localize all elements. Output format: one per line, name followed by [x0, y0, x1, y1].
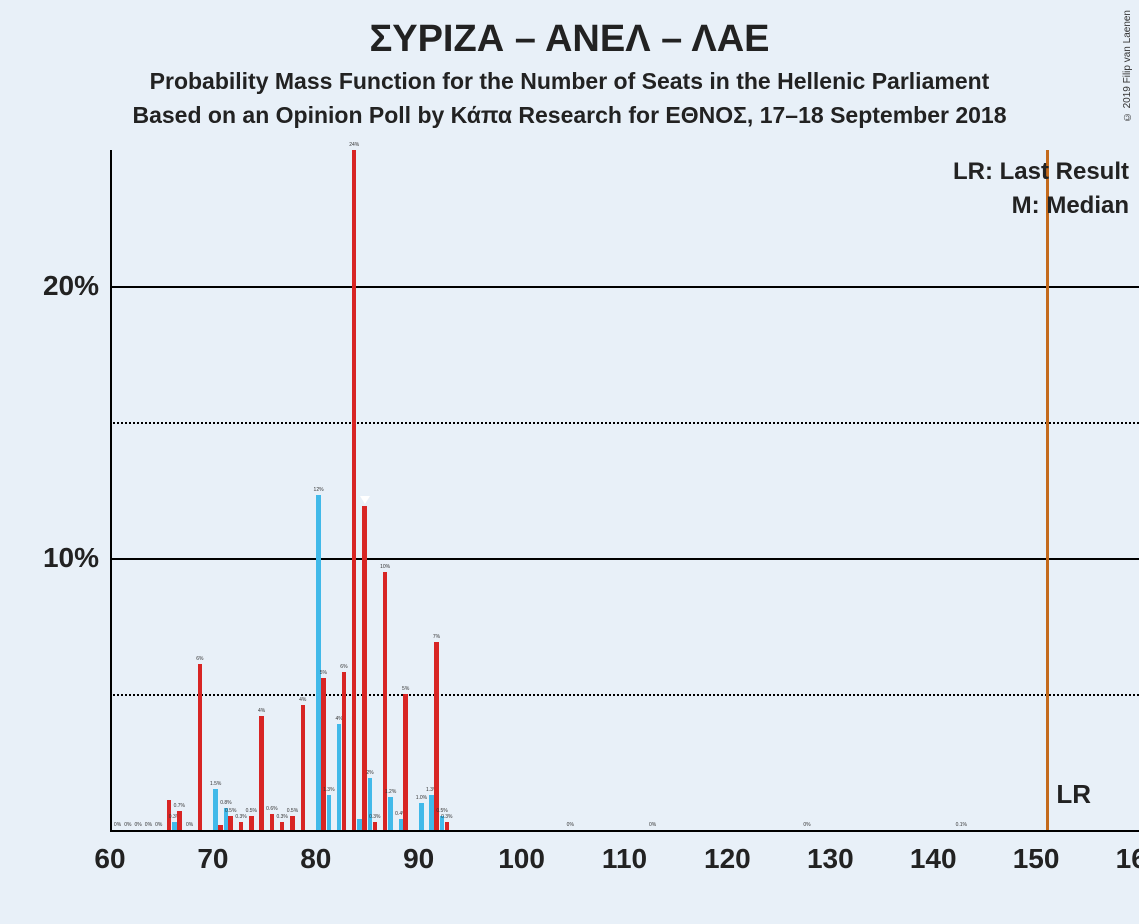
- copyright-text: © 2019 Filip van Laenen: [1122, 10, 1133, 122]
- bar-red: [239, 822, 244, 830]
- bar-red-label: 0%: [649, 822, 656, 828]
- bar-blue: [327, 795, 332, 830]
- bar-red-label: 0.3%: [235, 814, 246, 820]
- bar-red-label: 0.6%: [266, 806, 277, 812]
- bar-blue: [388, 797, 393, 830]
- grid-minor: [110, 422, 1139, 424]
- bar-red-label: 0%: [155, 822, 162, 828]
- grid-major: [110, 558, 1139, 560]
- bar-red-label: 0.3%: [276, 814, 287, 820]
- grid-major: [110, 286, 1139, 288]
- bar-red-label: 10%: [380, 564, 390, 570]
- x-tick-label: 100: [498, 843, 545, 875]
- median-marker: [360, 496, 370, 504]
- x-tick-label: 130: [807, 843, 854, 875]
- bar-red: [177, 811, 182, 830]
- bar-red: [218, 825, 223, 830]
- bar-red-label: 6%: [340, 664, 347, 670]
- bar-red: [434, 642, 439, 830]
- bar-blue-label: 1.5%: [210, 781, 221, 787]
- x-axis: [110, 830, 1139, 832]
- bar-red-label: 7%: [433, 634, 440, 640]
- legend-median: M: Median: [1012, 192, 1129, 220]
- chart-container: ΣΥΡΙΖΑ – ΑΝΕΛ – ΛΑΕ Probability Mass Fun…: [0, 0, 1139, 924]
- bar-red: [259, 716, 264, 830]
- bar-red-label: 0.7%: [174, 803, 185, 809]
- bar-red: [342, 672, 347, 830]
- last-result-label: LR: [1056, 779, 1091, 810]
- bar-red-label: 0%: [145, 822, 152, 828]
- bar-red-label: 24%: [349, 142, 359, 148]
- chart-subtitle-1: Probability Mass Function for the Number…: [0, 68, 1139, 95]
- bar-blue-label: 1.2%: [385, 789, 396, 795]
- bar-red-label: 0%: [567, 822, 574, 828]
- bar-red: [280, 822, 285, 830]
- bar-red-label: 0.5%: [246, 808, 257, 814]
- x-tick-label: 160: [1116, 843, 1139, 875]
- bar-red-label: 4%: [299, 697, 306, 703]
- x-tick-label: 110: [602, 843, 647, 875]
- x-tick-label: 80: [300, 843, 331, 875]
- bar-red-label: 0.3%: [441, 814, 452, 820]
- bar-red-label: 0%: [114, 822, 121, 828]
- bar-red-label: 0.5%: [287, 808, 298, 814]
- bar-red: [321, 678, 326, 830]
- bar-blue: [419, 803, 424, 830]
- plot-inner: 10%20%60708090100110120130140150160LR0%0…: [110, 150, 1139, 830]
- bar-red-label: 5%: [320, 670, 327, 676]
- chart-title: ΣΥΡΙΖΑ – ΑΝΕΛ – ΛΑΕ: [0, 18, 1139, 61]
- bar-red-label: 6%: [196, 656, 203, 662]
- bar-red: [249, 816, 254, 830]
- y-tick-label: 10%: [43, 542, 99, 574]
- bar-red: [362, 506, 367, 830]
- x-tick-label: 150: [1013, 843, 1060, 875]
- bar-red-label: 4%: [258, 708, 265, 714]
- bar-red-label: 0%: [124, 822, 131, 828]
- bar-red-label: 5%: [402, 686, 409, 692]
- bar-red: [445, 822, 450, 830]
- bar-red: [301, 705, 306, 830]
- x-tick-label: 70: [197, 843, 228, 875]
- bar-red-label: 0%: [186, 822, 193, 828]
- bar-blue-label: 12%: [314, 487, 324, 493]
- bar-red-label: 0%: [803, 822, 810, 828]
- x-tick-label: 60: [94, 843, 125, 875]
- bar-red: [403, 694, 408, 830]
- legend-last-result: LR: Last Result: [953, 158, 1129, 186]
- bar-blue-label: 1.3%: [323, 787, 334, 793]
- bar-red: [198, 664, 203, 830]
- x-tick-label: 90: [403, 843, 434, 875]
- x-tick-label: 120: [704, 843, 751, 875]
- bar-blue-label: 0.8%: [220, 800, 231, 806]
- bar-red-label: 0%: [134, 822, 141, 828]
- plot-area: 10%20%60708090100110120130140150160LR0%0…: [110, 150, 1139, 830]
- bar-red-label: 0.3%: [369, 814, 380, 820]
- bar-red: [228, 816, 233, 830]
- last-result-line: [1046, 150, 1049, 830]
- bar-blue-label: 2%: [366, 770, 373, 776]
- bar-red: [352, 150, 357, 830]
- x-tick-label: 140: [910, 843, 957, 875]
- bar-red: [290, 816, 295, 830]
- y-axis: [110, 150, 112, 830]
- y-tick-label: 20%: [43, 270, 99, 302]
- bar-blue-label: 1.0%: [416, 795, 427, 801]
- bar-red-label: 0.1%: [956, 822, 967, 828]
- bar-red: [270, 814, 275, 830]
- grid-minor: [110, 694, 1139, 696]
- bar-red: [373, 822, 378, 830]
- chart-subtitle-2: Based on an Opinion Poll by Κάπα Researc…: [0, 102, 1139, 129]
